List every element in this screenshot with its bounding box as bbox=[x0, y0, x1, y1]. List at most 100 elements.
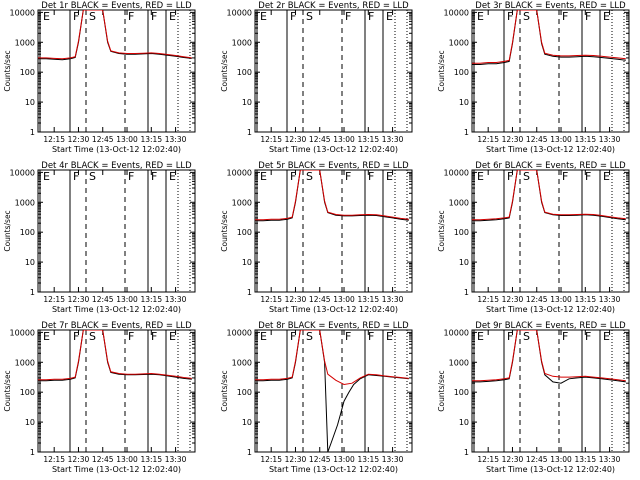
plot-frame bbox=[254, 329, 413, 453]
x-axis-label: Start Time (13-Oct-12 12:02:40) bbox=[486, 465, 615, 474]
y-tick-label: 10000 bbox=[227, 168, 252, 177]
band-label: F bbox=[585, 170, 591, 183]
y-axis-label: Counts/sec bbox=[220, 50, 229, 91]
band-label: F bbox=[507, 10, 513, 23]
x-tick-label: 12:15 bbox=[43, 135, 65, 144]
series-lld-line bbox=[255, 170, 409, 221]
x-tick-label: 13:15 bbox=[574, 455, 596, 464]
y-tick-label: 100 bbox=[237, 68, 252, 77]
x-tick-label: 13:15 bbox=[357, 135, 379, 144]
x-tick-label: 12:45 bbox=[309, 135, 331, 144]
band-label: F bbox=[151, 170, 157, 183]
x-axis-label: Start Time (13-Oct-12 12:02:40) bbox=[52, 145, 181, 154]
band-label: F bbox=[585, 10, 591, 23]
y-tick-label: 1000 bbox=[232, 198, 252, 207]
y-tick-label: 1 bbox=[247, 448, 252, 457]
y-tick-label: 1000 bbox=[449, 198, 469, 207]
x-tick-label: 13:30 bbox=[599, 135, 621, 144]
y-tick-label: 100 bbox=[20, 228, 35, 237]
x-tick-label: 12:15 bbox=[43, 295, 65, 304]
y-tick-label: 10 bbox=[25, 98, 35, 107]
band-label: E bbox=[386, 10, 393, 23]
x-tick-label: 12:30 bbox=[502, 295, 524, 304]
plot-frame bbox=[37, 329, 196, 453]
band-label: E bbox=[477, 10, 484, 23]
band-label: F bbox=[368, 170, 374, 183]
band-label: F bbox=[585, 330, 591, 343]
y-tick-label: 10 bbox=[25, 258, 35, 267]
y-tick-label: 100 bbox=[454, 388, 469, 397]
band-label: S bbox=[523, 10, 530, 23]
band-label: F bbox=[507, 330, 513, 343]
x-axis-label: Start Time (13-Oct-12 12:02:40) bbox=[486, 145, 615, 154]
plot-frame bbox=[471, 9, 630, 133]
x-tick-label: 12:45 bbox=[92, 455, 114, 464]
y-tick-label: 10 bbox=[242, 98, 252, 107]
x-tick-label: 12:45 bbox=[526, 135, 548, 144]
x-tick-label: 13:30 bbox=[382, 295, 404, 304]
y-tick-label: 10 bbox=[242, 418, 252, 427]
y-tick-label: 1 bbox=[464, 128, 469, 137]
plot-frame bbox=[471, 329, 630, 453]
x-tick-label: 13:00 bbox=[333, 135, 355, 144]
x-tick-label: 13:30 bbox=[599, 295, 621, 304]
panel-title: Det 1r BLACK = Events, RED = LLD bbox=[41, 1, 192, 11]
plot-frame bbox=[471, 169, 630, 293]
y-axis-label: Counts/sec bbox=[220, 370, 229, 411]
y-tick-label: 10 bbox=[459, 258, 469, 267]
x-tick-label: 12:15 bbox=[477, 135, 499, 144]
band-label: F bbox=[128, 170, 134, 183]
series-lld-line bbox=[38, 10, 192, 60]
band-label: E bbox=[43, 10, 50, 23]
x-axis-label: Start Time (13-Oct-12 12:02:40) bbox=[269, 145, 398, 154]
y-tick-label: 10 bbox=[25, 418, 35, 427]
x-axis-label: Start Time (13-Oct-12 12:02:40) bbox=[486, 305, 615, 314]
x-tick-label: 12:45 bbox=[309, 295, 331, 304]
x-tick-label: 13:00 bbox=[333, 295, 355, 304]
band-label: F bbox=[345, 10, 351, 23]
band-label: F bbox=[73, 170, 79, 183]
band-label: E bbox=[260, 330, 267, 343]
band-label: F bbox=[73, 330, 79, 343]
x-tick-label: 13:30 bbox=[599, 455, 621, 464]
y-axis-label: Counts/sec bbox=[437, 50, 446, 91]
band-label: S bbox=[523, 170, 530, 183]
band-label: F bbox=[345, 170, 351, 183]
x-tick-label: 12:45 bbox=[92, 135, 114, 144]
x-axis-label: Start Time (13-Oct-12 12:02:40) bbox=[269, 305, 398, 314]
y-tick-label: 10000 bbox=[10, 168, 35, 177]
band-label: E bbox=[169, 330, 176, 343]
y-tick-label: 10000 bbox=[444, 328, 469, 337]
x-tick-label: 12:15 bbox=[260, 135, 282, 144]
panel-title: Det 4r BLACK = Events, RED = LLD bbox=[41, 161, 192, 171]
y-tick-label: 1000 bbox=[232, 358, 252, 367]
band-label: F bbox=[562, 10, 568, 23]
band-label: E bbox=[260, 170, 267, 183]
band-label: F bbox=[562, 170, 568, 183]
x-tick-label: 12:30 bbox=[285, 135, 307, 144]
band-label: E bbox=[43, 330, 50, 343]
y-tick-label: 10000 bbox=[227, 8, 252, 17]
x-tick-label: 13:00 bbox=[550, 455, 572, 464]
y-tick-label: 100 bbox=[454, 228, 469, 237]
band-label: F bbox=[128, 330, 134, 343]
series-lld-line bbox=[472, 330, 626, 382]
x-tick-label: 13:15 bbox=[140, 135, 162, 144]
x-tick-label: 13:00 bbox=[116, 135, 138, 144]
y-tick-label: 100 bbox=[20, 388, 35, 397]
band-label: F bbox=[507, 170, 513, 183]
x-tick-label: 13:15 bbox=[140, 295, 162, 304]
x-tick-label: 12:45 bbox=[92, 295, 114, 304]
y-tick-label: 10000 bbox=[444, 8, 469, 17]
y-tick-label: 100 bbox=[237, 388, 252, 397]
band-label: F bbox=[345, 330, 351, 343]
y-tick-label: 1 bbox=[30, 448, 35, 457]
y-tick-label: 1 bbox=[247, 288, 252, 297]
band-label: E bbox=[386, 330, 393, 343]
y-axis-label: Counts/sec bbox=[3, 370, 12, 411]
x-tick-label: 13:00 bbox=[116, 295, 138, 304]
